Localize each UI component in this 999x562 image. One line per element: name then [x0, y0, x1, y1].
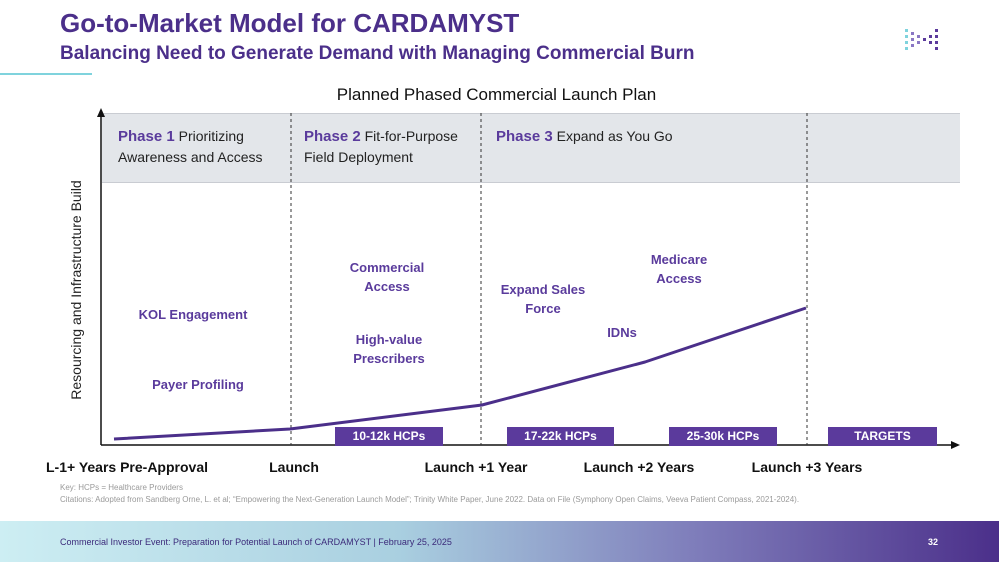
x-label-pre-approval: L-1+ Years Pre-Approval — [46, 459, 208, 475]
phase-1-label: Phase 1 Prioritizing Awareness and Access — [118, 128, 263, 165]
x-label-launch-1-year: Launch +1 Year — [424, 459, 528, 475]
plan-title: Planned Phased Commercial Launch Plan — [336, 85, 657, 104]
page-number: 32 — [928, 537, 939, 547]
hcp-badge-targets: TARGETS — [828, 427, 937, 446]
x-axis-arrow — [951, 441, 960, 449]
phase-2-label: Phase 2 Fit-for-Purpose Field Deployment — [304, 128, 458, 165]
hcp-badge-25-30k: 25-30k HCPs — [669, 427, 777, 446]
brand-logo-icon — [905, 29, 938, 50]
page-title: Go-to-Market Model for CARDAMYST — [60, 8, 520, 38]
activity-idns: IDNs — [607, 325, 637, 340]
x-label-launch-2-years: Launch +2 Years — [583, 459, 695, 475]
key-note: Key: HCPs = Healthcare Providers — [60, 483, 183, 492]
activity-medicare-access: Medicare Access — [650, 252, 708, 286]
x-label-launch: Launch — [269, 459, 319, 475]
phase-3-label: Phase 3 Expand as You Go — [496, 128, 673, 145]
footer-text: Commercial Investor Event: Preparation f… — [60, 537, 452, 547]
page-subtitle: Balancing Need to Generate Demand with M… — [60, 43, 695, 64]
x-label-launch-3-years: Launch +3 Years — [751, 459, 863, 475]
activity-expand-sales-force: Expand Sales Force — [500, 282, 586, 316]
y-axis-label: Resourcing and Infrastructure Build — [68, 180, 84, 400]
title-accent-rule — [0, 73, 92, 75]
build-curve — [113, 306, 807, 441]
activity-kol-engagement: KOL Engagement — [138, 307, 248, 322]
phase-band — [102, 113, 960, 183]
activity-payer-profiling: Payer Profiling — [152, 377, 244, 392]
hcp-badge-10-12k: 10-12k HCPs — [335, 427, 443, 446]
hcp-badge-17-22k: 17-22k HCPs — [507, 427, 614, 446]
y-axis-arrow — [97, 108, 105, 117]
activity-high-value-prescribers: High-value Prescribers — [353, 332, 425, 366]
activity-commercial-access: Commercial Access — [349, 260, 425, 294]
footer-bar — [0, 521, 999, 562]
citation-note: Citations: Adopted from Sandberg Orne, L… — [60, 495, 800, 504]
